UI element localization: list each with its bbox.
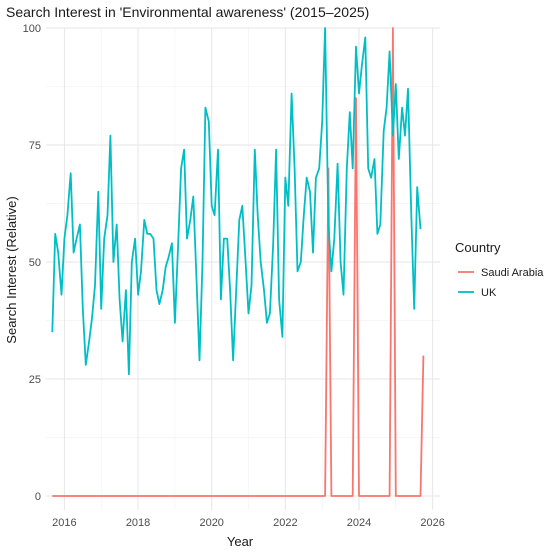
y-tick-labels: 0 25 50 75 100 (23, 23, 41, 503)
y-axis-title: Search Interest (Relative) (4, 196, 19, 343)
x-tick-labels: 2016 2018 2020 2022 2024 2026 (52, 517, 445, 529)
series-group (51, 27, 425, 497)
legend-items: Saudi Arabia UK (458, 267, 544, 299)
x-tick-label: 2018 (126, 517, 150, 529)
legend-label-uk: UK (481, 287, 497, 299)
y-tick-label: 100 (23, 23, 41, 35)
series-line-uk (51, 27, 422, 376)
x-tick-label: 2022 (273, 517, 297, 529)
legend-label-saudi-arabia: Saudi Arabia (481, 267, 544, 279)
y-tick-label: 25 (29, 374, 41, 386)
x-tick-label: 2020 (199, 517, 223, 529)
x-axis-title: Year (227, 534, 254, 549)
x-tick-label: 2024 (347, 517, 371, 529)
x-tick-label: 2016 (52, 517, 76, 529)
legend: Country Saudi Arabia UK (455, 240, 544, 299)
x-tick-label: 2026 (420, 517, 444, 529)
y-tick-label: 75 (29, 140, 41, 152)
y-tick-label: 0 (35, 491, 41, 503)
chart-title: Search Interest in 'Environmental awaren… (6, 4, 369, 20)
legend-title: Country (455, 240, 501, 255)
y-tick-label: 50 (29, 257, 41, 269)
